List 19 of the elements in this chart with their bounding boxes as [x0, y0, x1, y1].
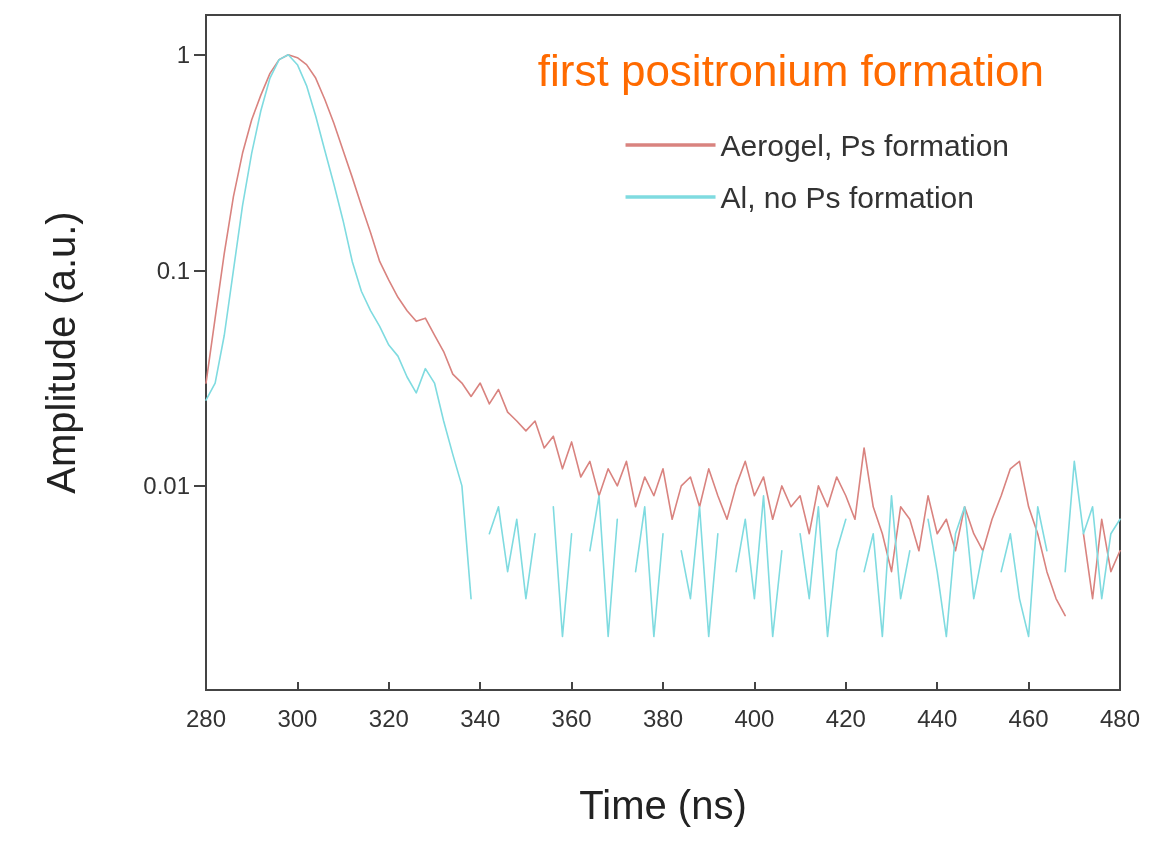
- x-tick-label: 480: [1099, 704, 1141, 732]
- annotation: first positronium formation: [537, 45, 1044, 95]
- x-tick-label: 440: [917, 704, 958, 732]
- y-tick-label: 1: [176, 41, 190, 69]
- y-tick-label: 0.1: [156, 256, 190, 284]
- x-tick-label: 420: [825, 704, 866, 732]
- x-axis-title: Time (ns): [579, 783, 747, 827]
- y-axis-title: Amplitude (a.u.): [39, 211, 83, 494]
- x-tick-label: 460: [1008, 704, 1049, 732]
- y-tick-label: 0.01: [143, 472, 190, 500]
- x-tick-label: 340: [460, 704, 501, 732]
- x-tick-label: 320: [368, 704, 409, 732]
- x-tick-label: 280: [185, 704, 227, 732]
- legend-label: Al, no Ps formation: [720, 180, 974, 214]
- x-tick-label: 360: [551, 704, 592, 732]
- x-tick-label: 300: [277, 704, 318, 732]
- x-tick-label: 400: [734, 704, 775, 732]
- x-tick-label: 380: [642, 704, 684, 732]
- legend-label: Aerogel, Ps formation: [720, 128, 1010, 162]
